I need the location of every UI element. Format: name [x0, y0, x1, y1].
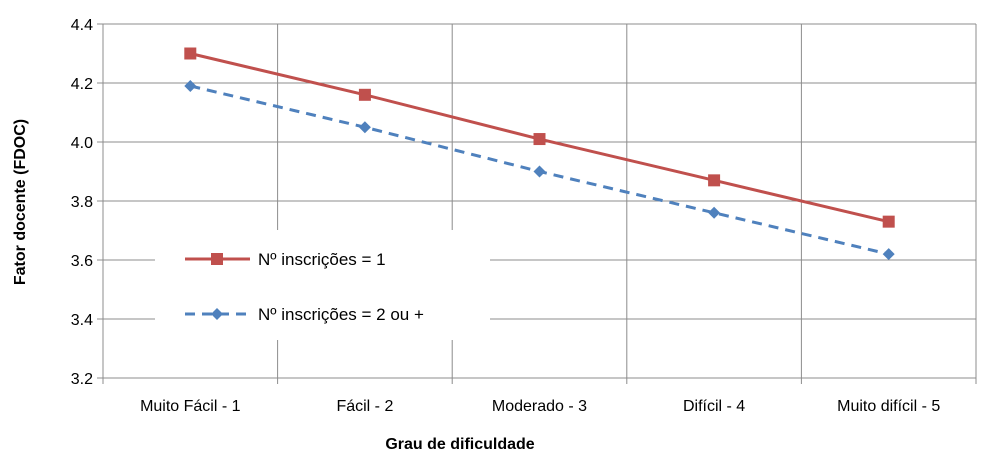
- legend-background: [155, 230, 490, 340]
- data-point-square: [708, 174, 721, 187]
- data-point-diamond: [882, 248, 895, 261]
- y-tick-label: 4.2: [71, 76, 93, 93]
- y-tick-label: 3.2: [71, 371, 93, 388]
- data-point-square: [184, 47, 197, 60]
- x-tick-labels: Muito Fácil - 1 Fácil - 2 Moderado - 3 Difí…: [140, 398, 940, 415]
- legend-label: Nº inscrições = 1: [258, 250, 386, 269]
- x-tick-label: Moderado - 3: [492, 398, 587, 415]
- axes: [97, 23, 977, 384]
- data-point-diamond: [708, 206, 721, 219]
- data-point-square: [533, 133, 546, 146]
- data-point-diamond: [184, 79, 197, 92]
- y-tick-labels: 3.2 3.4 3.6 3.8 4.0 4.2 4.4: [71, 17, 93, 388]
- y-tick-label: 3.4: [71, 312, 93, 329]
- legend-label: Nº inscrições = 2 ou +: [258, 305, 424, 324]
- y-axis-title: Fator docente (FDOC): [12, 119, 29, 285]
- y-tick-label: 3.8: [71, 194, 93, 211]
- data-point-square: [358, 88, 371, 101]
- x-tick-label: Muito difícil - 5: [837, 398, 940, 415]
- y-tick-label: 4.4: [71, 17, 93, 34]
- data-point-square: [882, 215, 895, 228]
- x-axis-title: Grau de dificuldade: [385, 436, 534, 453]
- series-group: [184, 47, 895, 261]
- legend-marker-diamond: [211, 308, 223, 320]
- x-tick-label: Fácil - 2: [336, 398, 393, 415]
- legend-marker-square: [211, 253, 223, 265]
- legend: Nº inscrições = 1 Nº inscrições = 2 ou +: [155, 230, 490, 340]
- y-tick-label: 3.6: [71, 253, 93, 270]
- data-point-diamond: [358, 121, 371, 134]
- data-point-diamond: [533, 165, 546, 178]
- x-tick-label: Muito Fácil - 1: [140, 398, 241, 415]
- y-tick-label: 4.0: [71, 135, 93, 152]
- x-tick-label: Difícil - 4: [683, 398, 745, 415]
